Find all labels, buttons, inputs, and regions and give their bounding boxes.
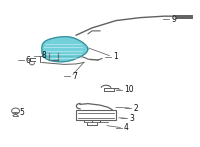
- Polygon shape: [42, 37, 88, 62]
- Text: 9: 9: [171, 15, 176, 24]
- Text: 2: 2: [133, 103, 138, 113]
- Text: 5: 5: [20, 108, 24, 117]
- Text: 3: 3: [129, 114, 134, 123]
- Text: 8: 8: [42, 51, 47, 60]
- Text: 1: 1: [113, 52, 118, 61]
- Text: 7: 7: [72, 72, 77, 81]
- Text: 6: 6: [26, 56, 30, 65]
- Text: 10: 10: [124, 85, 134, 94]
- Text: 4: 4: [124, 123, 129, 132]
